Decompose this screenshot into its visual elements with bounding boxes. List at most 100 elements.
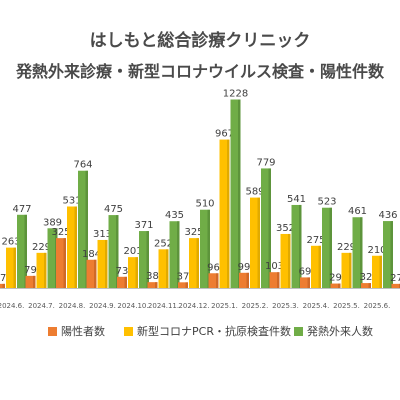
data-label-0-7: 37 (177, 271, 190, 282)
bar-1-8 (219, 139, 230, 288)
legend-label-positive: 陽性者数 (61, 325, 105, 338)
bar-2-3 (78, 170, 88, 288)
chart-title: はしもと総合診療クリニック (89, 31, 311, 51)
bar-1-9 (250, 197, 260, 288)
data-label-0-6: 38 (146, 271, 159, 282)
bar-2-8 (230, 99, 241, 288)
bar-2-6 (169, 221, 180, 288)
bar-0-14 (391, 283, 400, 288)
data-label-0-2: 79 (24, 265, 37, 276)
x-tick-label: 2024.12. (178, 302, 209, 310)
data-label-2-11: 523 (317, 197, 336, 208)
bar-0-4 (86, 259, 97, 288)
data-label-2-3: 764 (73, 160, 92, 171)
data-label-0-5: 73 (116, 266, 129, 277)
bar-0-8 (208, 273, 219, 288)
bar-2-7 (200, 209, 210, 288)
data-label-1-9: 589 (245, 187, 264, 198)
bar-2-12 (352, 217, 363, 288)
legend-item-fever: 発熱外来人数 (294, 323, 373, 339)
data-label-0-9: 99 (238, 262, 251, 273)
data-label-0-4: 184 (82, 249, 101, 260)
bar-2-13 (383, 221, 393, 288)
data-label-1-3: 531 (62, 195, 81, 206)
bar-2-11 (322, 207, 332, 288)
data-label-0-12: 29 (329, 273, 342, 284)
x-tick-label: 2025.6. (364, 302, 391, 310)
bar-1-7 (189, 238, 199, 288)
bar-0-6 (147, 282, 158, 288)
data-label-2-4: 475 (104, 204, 123, 215)
bar-0-7 (178, 282, 188, 288)
legend-item-positive: 陽性者数 (48, 323, 105, 339)
data-label-2-2: 389 (43, 217, 62, 228)
data-label-1-10: 352 (276, 223, 295, 234)
data-label-1-6: 252 (154, 238, 173, 249)
data-label-0-1: 27 (0, 273, 6, 284)
data-label-0-10: 103 (265, 261, 284, 272)
legend-label-fever: 発熱外来人数 (307, 325, 373, 338)
bar-0-2 (25, 275, 36, 288)
data-label-2-1: 477 (12, 204, 31, 215)
chart-subtitle: 発熱外来診療・新型コロナウイルス検査・陽性件数 (15, 62, 384, 81)
bar-0-5 (117, 276, 127, 288)
x-tick-label: 2025.5. (333, 302, 360, 310)
data-label-1-5: 201 (123, 246, 142, 257)
legend-swatch-fever (294, 326, 303, 336)
x-tick-label: 2024.10. (117, 302, 148, 310)
data-label-1-1: 263 (1, 237, 20, 248)
bar-1-1 (6, 247, 16, 288)
bar-1-4 (97, 239, 108, 288)
bar-0-3 (56, 238, 66, 288)
x-tick-label: 2024.9. (89, 302, 116, 310)
bar-1-13 (372, 255, 382, 288)
data-label-0-8: 96 (207, 262, 220, 273)
legend-item-tests: 新型コロナPCR・抗原検査件数 (124, 323, 291, 339)
data-label-1-7: 325 (184, 227, 203, 238)
bar-2-4 (108, 215, 119, 288)
x-tick-label: 2024.7. (28, 302, 55, 310)
x-tick-label: 2024.11. (148, 302, 179, 310)
data-label-1-2: 229 (32, 242, 51, 253)
bar-0-10 (269, 272, 280, 288)
bar-2-1 (17, 214, 27, 288)
data-label-2-7: 510 (195, 199, 214, 210)
data-label-2-10: 541 (287, 194, 306, 205)
x-tick-label: 2025.3. (272, 302, 299, 310)
data-label-0-11: 69 (299, 266, 312, 277)
bar-1-2 (36, 252, 47, 288)
data-label-0-13: 32 (360, 272, 373, 283)
bar-0-12 (330, 283, 341, 288)
data-label-2-6: 435 (165, 210, 184, 221)
data-label-1-4: 313 (93, 229, 112, 240)
x-tick-label: 2025.2. (242, 302, 269, 310)
bar-0-13 (361, 283, 371, 288)
data-label-1-11: 275 (306, 235, 325, 246)
data-label-2-13: 436 (378, 210, 397, 221)
data-label-2-5: 371 (134, 220, 153, 231)
bar-1-6 (158, 249, 169, 288)
data-label-1-8: 967 (215, 129, 234, 140)
bar-0-11 (300, 277, 310, 288)
bar-1-5 (128, 257, 138, 288)
data-label-2-8: 1228 (223, 89, 248, 100)
x-tick-label: 2024.8. (59, 302, 86, 310)
x-tick-label: 2025.4. (303, 302, 330, 310)
bar-1-12 (341, 252, 352, 288)
bar-2-10 (291, 204, 302, 288)
x-tick-label: 2025.1. (211, 302, 238, 310)
bar-2-9 (261, 168, 271, 288)
bar-2-5 (139, 231, 149, 288)
legend-label-tests: 新型コロナPCR・抗原検査件数 (137, 325, 291, 338)
legend-swatch-positive (48, 326, 57, 336)
bar-1-11 (311, 245, 321, 288)
data-label-2-12: 461 (348, 206, 367, 217)
data-label-0-3: 325 (51, 227, 70, 238)
data-label-2-9: 779 (256, 157, 275, 168)
bar-0-1 (0, 283, 5, 288)
legend-swatch-tests (124, 326, 133, 336)
bar-1-3 (67, 206, 77, 288)
bar-1-10 (280, 233, 291, 288)
